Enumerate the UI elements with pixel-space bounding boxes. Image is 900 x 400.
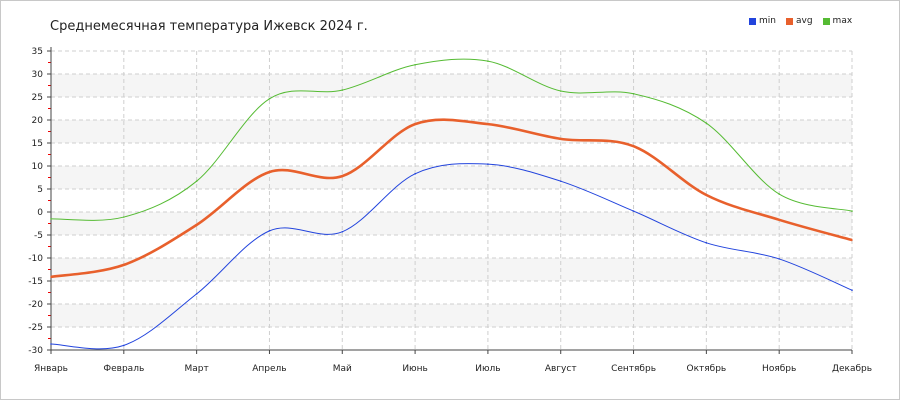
data-point-max [851,210,853,212]
data-point-max [268,98,271,100]
grid-band [51,212,852,235]
legend-swatch-max [822,17,830,25]
data-point-max [559,90,562,92]
x-tick-label: Май [333,364,352,374]
legend-swatch-avg [785,17,793,25]
series-line-min [50,163,853,350]
data-point-min [341,230,344,233]
grid-band [51,120,852,143]
x-tick-label: Август [545,364,577,374]
data-point-avg [123,264,125,266]
x-tick-label: Февраль [103,364,144,374]
y-tick-label: 20 [32,116,44,126]
y-tick-label: -10 [28,254,43,264]
legend-label-min: min [759,16,776,26]
data-point-min [705,242,708,244]
y-tick-label: 35 [32,47,43,57]
legend-item-avg: avg [785,16,813,26]
data-point-min [851,289,853,292]
data-point-min [559,180,562,182]
data-point-avg [705,194,708,196]
data-point-avg [632,145,635,148]
grid-band [51,258,852,281]
legend-item-max: max [822,16,853,26]
data-point-avg [414,123,416,125]
y-tick-label: 5 [37,185,43,195]
data-point-avg [195,224,198,226]
y-tick-label: -25 [28,323,43,333]
y-tick-label: 0 [37,208,43,218]
data-point-avg [268,171,271,173]
x-tick-label: Сентябрь [611,364,656,374]
x-tick-label: Март [185,364,209,374]
data-point-max [778,193,780,195]
legend-label-max: max [832,16,853,26]
grid-band [51,304,852,327]
data-point-max [123,216,125,218]
legend-label-avg: avg [795,16,813,26]
legend-swatch-min [749,17,756,25]
data-point-min [778,258,780,260]
data-point-min [50,343,52,345]
data-point-max [50,218,52,220]
data-point-max [487,60,489,62]
y-tick-label: -20 [28,300,43,310]
y-tick-label: -15 [28,277,43,287]
data-point-max [195,180,198,182]
y-tick-label: 10 [32,162,44,172]
x-tick-label: Июнь [402,364,428,374]
x-tick-label: Июль [475,364,500,374]
x-tick-label: Январь [34,364,68,374]
y-tick-label: -30 [28,346,43,356]
data-point-avg [559,138,562,140]
data-point-min [195,293,198,295]
data-point-avg [778,219,780,221]
data-point-max [632,92,635,95]
data-point-avg [50,276,52,278]
y-tick-label: 25 [32,93,43,103]
data-point-avg [851,239,853,241]
data-point-max [414,64,416,66]
data-point-avg [487,123,489,125]
grid-band [51,166,852,189]
legend: min avg max [749,16,852,26]
data-point-avg [341,175,344,177]
data-point-min [414,173,416,175]
x-tick-label: Октябрь [686,364,726,374]
chart-title: Среднемесячная температура Ижевск 2024 г… [50,19,368,34]
data-point-min [632,210,635,212]
x-tick-label: Апрель [252,364,286,374]
data-point-min [487,163,489,165]
y-tick-label: 15 [32,139,43,149]
legend-item-min: min [749,16,776,26]
x-tick-label: Декабрь [832,364,872,374]
data-point-max [705,122,708,125]
data-point-min [123,344,125,347]
y-tick-label: 30 [32,70,44,80]
data-point-min [268,230,271,232]
series-line-max [50,58,853,221]
data-point-max [341,89,344,91]
x-tick-label: Ноябрь [762,364,796,374]
y-tick-label: -5 [34,231,43,241]
grid-band [51,74,852,97]
